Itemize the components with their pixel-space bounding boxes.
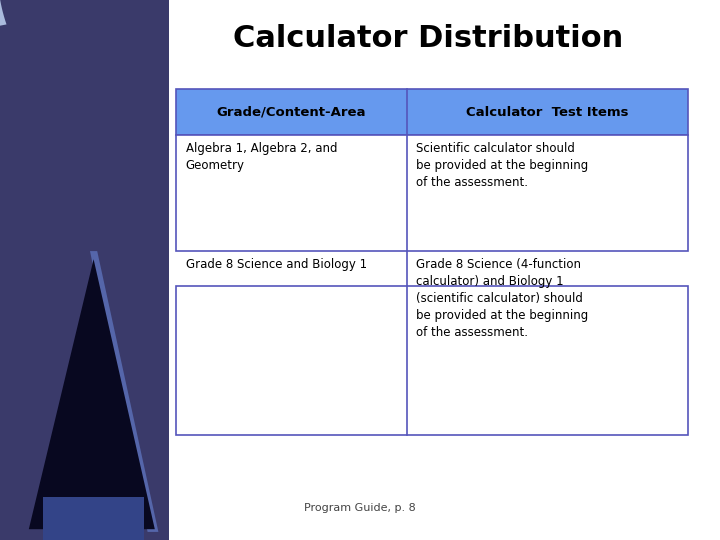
Text: Grade 8 Science and Biology 1: Grade 8 Science and Biology 1 [186, 258, 367, 271]
Text: Scientific calculator should
be provided at the beginning
of the assessment.: Scientific calculator should be provided… [416, 142, 588, 189]
Text: Program Guide, p. 8: Program Guide, p. 8 [304, 503, 416, 513]
Text: Grade/Content-Area: Grade/Content-Area [217, 105, 366, 119]
Text: Calculator  Test Items: Calculator Test Items [466, 105, 629, 119]
Text: Calculator Distribution: Calculator Distribution [233, 24, 624, 53]
Text: Grade 8 Science (4-function
calculator) and Biology 1
(scientific calculator) sh: Grade 8 Science (4-function calculator) … [416, 258, 588, 339]
Text: Algebra 1, Algebra 2, and
Geometry: Algebra 1, Algebra 2, and Geometry [186, 142, 337, 172]
